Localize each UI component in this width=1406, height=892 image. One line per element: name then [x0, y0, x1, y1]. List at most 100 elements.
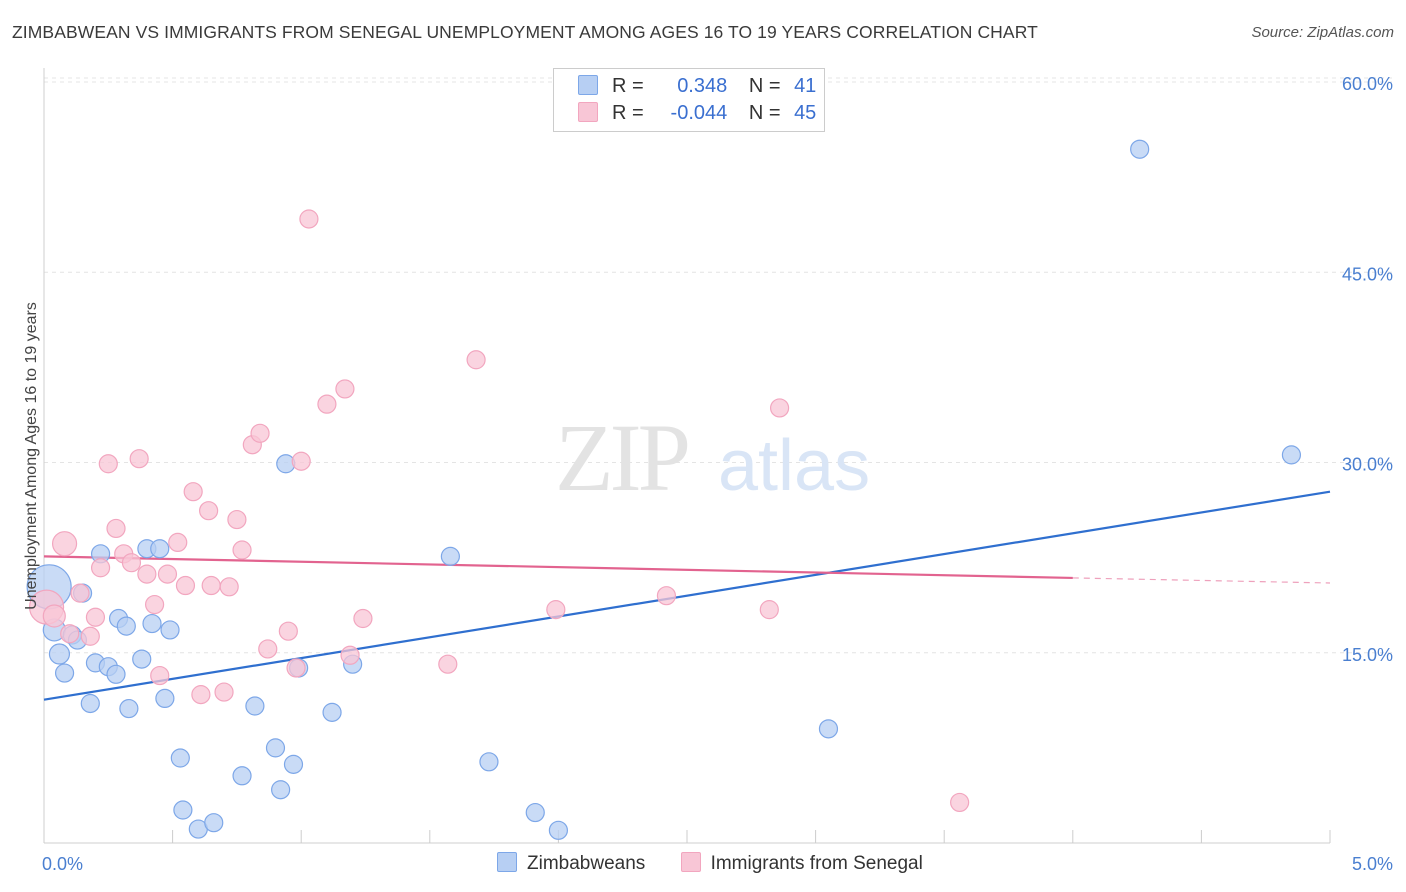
legend-item-zimbabweans[interactable]: Zimbabweans — [497, 852, 645, 875]
senegal-point — [291, 451, 311, 471]
watermark-atlas: atlas — [718, 426, 870, 506]
zimbabweans-point — [322, 702, 342, 722]
legend-n-label: N = — [748, 75, 781, 97]
zimbabweans-point — [54, 663, 75, 683]
senegal-point — [157, 564, 178, 584]
senegal-point — [168, 532, 188, 553]
senegal-point — [335, 379, 355, 399]
legend-swatch-zimbabweans — [578, 75, 598, 95]
legend-r-value: 0.348 — [677, 75, 728, 97]
grid-lines — [44, 77, 1394, 654]
zimbabweans-point — [525, 802, 545, 823]
legend-n-value: 41 — [794, 75, 817, 97]
senegal-point — [144, 594, 165, 615]
y-tick-label: 30.0% — [1342, 455, 1393, 475]
zimbabweans-point — [150, 539, 170, 559]
senegal-point — [317, 394, 337, 414]
senegal-point — [438, 654, 458, 674]
zimbabweans-point — [142, 613, 162, 634]
y-tick-label: 60.0% — [1342, 74, 1393, 94]
senegal-point — [121, 553, 142, 573]
zimbabweans-point — [232, 766, 252, 786]
zimbabweans-point — [173, 800, 193, 820]
senegal-point — [98, 454, 118, 474]
senegal-point — [278, 621, 298, 641]
x-tick-label-min: 0.0% — [42, 854, 83, 874]
senegal-point — [175, 575, 196, 596]
senegal-point — [656, 586, 677, 606]
zimbabweans-point — [116, 616, 136, 636]
legend-label-zimbabweans: Zimbabweans — [527, 853, 646, 874]
senegal-point — [286, 658, 306, 678]
zimbabweans-point — [1281, 445, 1302, 465]
zimbabweans-point — [271, 780, 291, 800]
y-tick-labels: 15.0% 30.0% 45.0% 60.0% — [1342, 74, 1393, 665]
senegal-point — [137, 564, 157, 584]
watermark: ZIP atlas — [555, 404, 870, 511]
senegal-point — [250, 423, 270, 443]
legend-n-label: N = — [748, 102, 781, 124]
senegal-point — [353, 608, 373, 629]
senegal-point — [42, 604, 66, 628]
zimbabweans-point — [155, 688, 175, 709]
zimbabweans-point — [119, 698, 139, 719]
legend-row-zimbabweans: R = 0.348 N = 41 — [578, 75, 816, 101]
y-axis-label: Unemployment Among Ages 16 to 19 years — [23, 302, 40, 610]
legend-r-value: -0.044 — [670, 102, 728, 124]
senegal-point — [191, 685, 211, 705]
senegal-point — [201, 575, 221, 596]
senegal-point — [214, 682, 234, 702]
chart-title: ZIMBABWEAN VS IMMIGRANTS FROM SENEGAL UN… — [12, 22, 1038, 42]
zimbabweans-point — [245, 696, 265, 716]
y-tick-label: 15.0% — [1342, 645, 1393, 665]
senegal-point — [466, 350, 486, 370]
series-legend: Zimbabweans Immigrants from Senegal — [497, 852, 953, 875]
zimbabweans-point — [440, 546, 460, 566]
legend-item-senegal[interactable]: Immigrants from Senegal — [680, 852, 923, 875]
legend-r-label: R = — [612, 102, 644, 124]
senegal-point — [759, 600, 779, 620]
zimbabweans-trend-line — [43, 490, 1331, 701]
senegal-point — [85, 607, 106, 627]
zimbabweans-point — [204, 813, 224, 833]
senegal-point — [258, 639, 278, 659]
legend-swatch-zimbabweans — [497, 852, 517, 872]
legend-swatch-senegal — [680, 852, 701, 872]
zimbabweans-point — [106, 664, 126, 684]
legend-label-senegal: Immigrants from Senegal — [710, 853, 923, 874]
legend-swatch-senegal — [578, 102, 598, 122]
legend-r-label: R = — [612, 75, 644, 97]
zimbabweans-point — [48, 643, 71, 665]
senegal-point — [183, 482, 203, 502]
x-ticks — [43, 830, 1331, 843]
senegal-point — [129, 449, 149, 469]
legend-n-value: 45 — [794, 102, 817, 124]
zimbabweans-point — [160, 620, 180, 640]
stats-legend: R = 0.348 N = 41 R = -0.044 N = 45 — [553, 68, 825, 132]
senegal-point — [106, 518, 126, 539]
senegal-point — [219, 577, 239, 597]
senegal-point — [950, 792, 970, 813]
senegal-point — [769, 398, 790, 418]
senegal-point — [70, 583, 90, 603]
chart-source: Source: ZipAtlas.com — [1251, 24, 1394, 41]
zimbabweans-point — [283, 754, 304, 774]
y-tick-label: 45.0% — [1342, 264, 1393, 284]
zimbabweans-point — [479, 752, 499, 772]
trend-lines — [43, 490, 1331, 701]
senegal-trend-line — [43, 555, 1073, 580]
legend-row-senegal: R = -0.044 N = 45 — [578, 102, 816, 128]
senegal-point — [199, 501, 219, 521]
senegal-point — [232, 540, 252, 560]
watermark-zip: ZIP — [555, 404, 688, 511]
senegal-point — [60, 624, 80, 644]
senegal-point — [340, 645, 360, 665]
zimbabweans-point — [818, 719, 839, 739]
axes — [43, 68, 1330, 844]
senegal-point — [227, 509, 247, 530]
senegal-point — [299, 209, 319, 229]
zimbabweans-point — [132, 649, 152, 669]
senegal-point — [80, 626, 100, 646]
senegal-trend-extension — [1072, 577, 1331, 584]
